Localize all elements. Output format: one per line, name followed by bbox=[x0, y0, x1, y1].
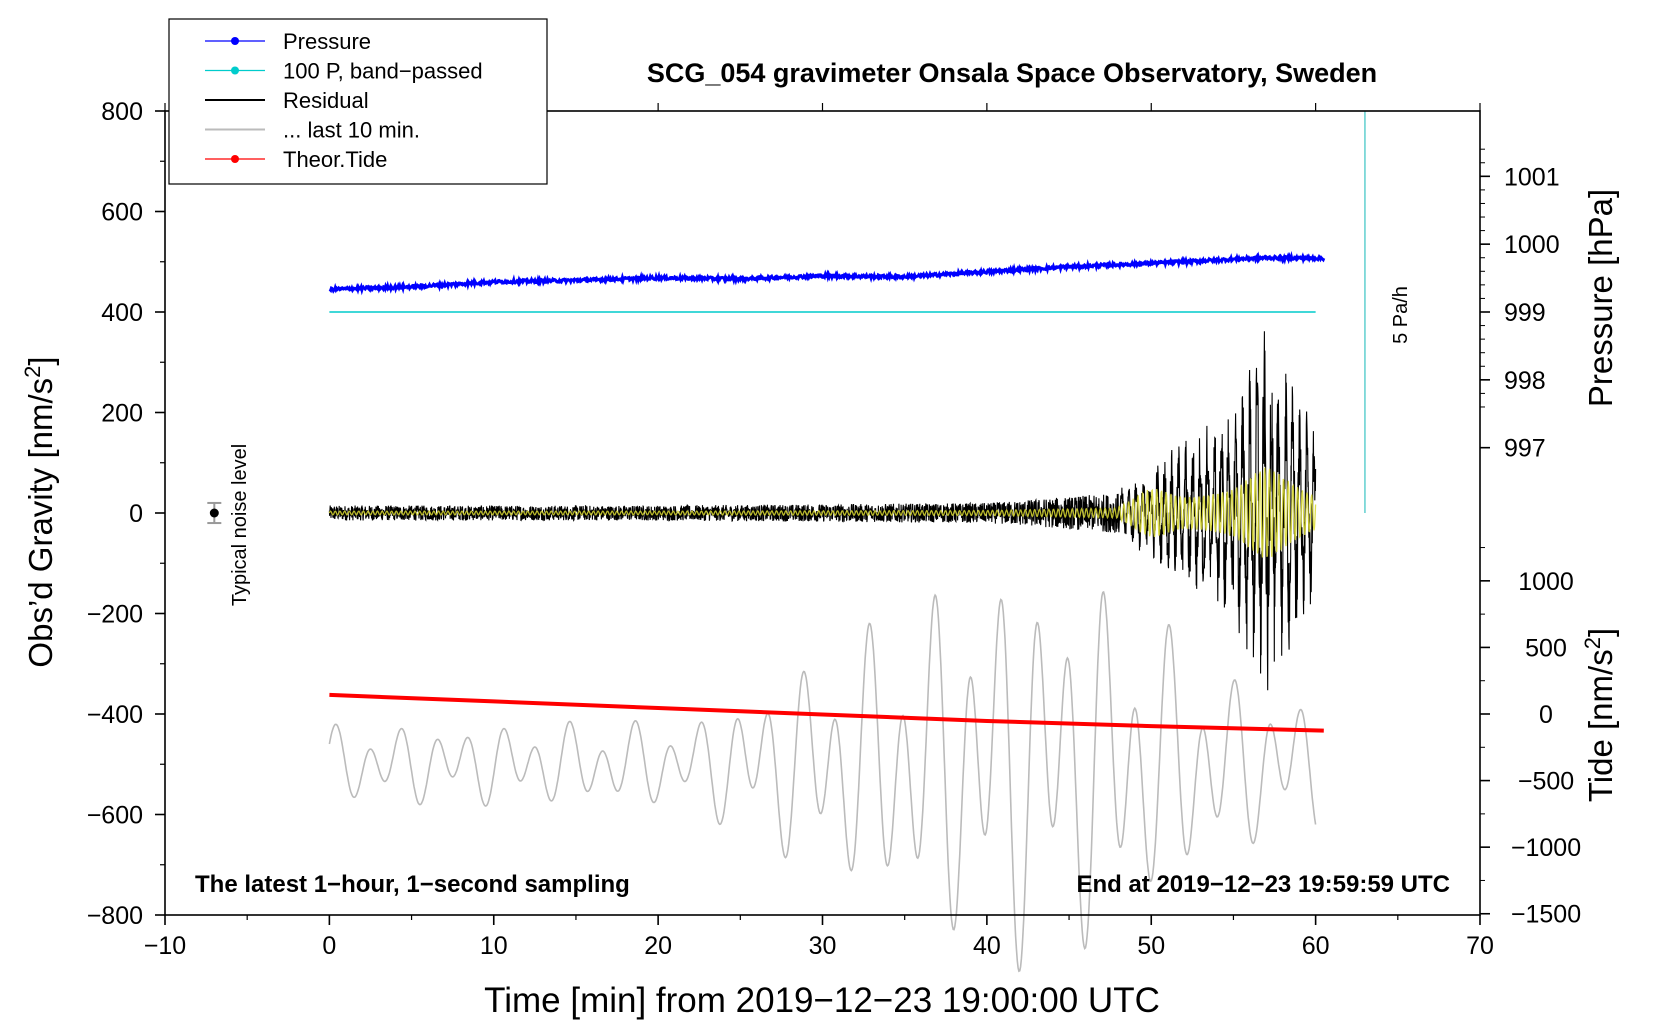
x-tick-label: 60 bbox=[1302, 932, 1330, 960]
pressure-tick-label: 997 bbox=[1504, 435, 1546, 463]
legend-label-2: Residual bbox=[283, 88, 369, 113]
residual-smoothed-series bbox=[328, 467, 1317, 558]
legend-label-1: 100 P, band−passed bbox=[283, 59, 483, 84]
y-tick-label: −400 bbox=[87, 701, 143, 729]
legend-marker-4 bbox=[231, 155, 239, 163]
legend-label-4: Theor.Tide bbox=[283, 147, 387, 172]
pressure-tick-label: 999 bbox=[1504, 299, 1546, 327]
legend-marker-0 bbox=[231, 37, 239, 45]
x-tick-label: 30 bbox=[809, 932, 837, 960]
noise-level-label: Typical noise level bbox=[229, 444, 251, 606]
pressure-tick-label: 998 bbox=[1504, 367, 1546, 395]
tide-tick-label: 0 bbox=[1539, 701, 1553, 729]
x-tick-label: 0 bbox=[322, 932, 336, 960]
pressure-tick-label: 1001 bbox=[1504, 163, 1560, 191]
x-tick-label: 70 bbox=[1466, 932, 1494, 960]
end-time-annotation: End at 2019−12−23 19:59:59 UTC bbox=[1076, 871, 1450, 898]
sampling-annotation: The latest 1−hour, 1−second sampling bbox=[195, 871, 630, 898]
tide-series bbox=[329, 692, 1324, 733]
y-axis-label: Obs’d Gravity [nm/s2] bbox=[20, 356, 59, 667]
pressure-tick-label: 1000 bbox=[1504, 231, 1560, 259]
y-tick-label: −800 bbox=[87, 902, 143, 930]
y-tick-label: 800 bbox=[101, 98, 143, 126]
y-tick-label: 600 bbox=[101, 199, 143, 227]
legend-marker-1 bbox=[231, 66, 239, 75]
legend-label-0: Pressure bbox=[283, 29, 371, 54]
y-tick-label: 400 bbox=[101, 299, 143, 327]
y-tick-label: 200 bbox=[101, 400, 143, 428]
tide-tick-label: −500 bbox=[1518, 768, 1574, 796]
legend-label-3: ... last 10 min. bbox=[283, 118, 420, 143]
tide-tick-label: 500 bbox=[1525, 634, 1567, 662]
x-tick-label: 50 bbox=[1137, 932, 1165, 960]
x-tick-label: −10 bbox=[144, 932, 186, 960]
y-tick-label: 0 bbox=[129, 500, 143, 528]
pressure-axis-label: Pressure [hPa] bbox=[1582, 189, 1619, 407]
legend: Pressure 100 P, band−passed Residual ... la… bbox=[168, 18, 548, 185]
y-tick-label: −200 bbox=[87, 601, 143, 629]
pressure-series bbox=[328, 250, 1326, 296]
last-10min-series bbox=[328, 590, 1317, 973]
tide-tick-label: 1000 bbox=[1518, 568, 1574, 596]
y-tick-label: −600 bbox=[87, 802, 143, 830]
noise-point bbox=[209, 508, 219, 518]
x-tick-label: 10 bbox=[480, 932, 508, 960]
x-tick-label: 20 bbox=[644, 932, 672, 960]
chart-title: SCG_054 gravimeter Onsala Space Observat… bbox=[647, 58, 1377, 88]
x-tick-label: 40 bbox=[973, 932, 1001, 960]
tide-tick-label: −1000 bbox=[1511, 834, 1581, 862]
tide-axis-label: Tide [nm/s2] bbox=[1580, 628, 1619, 802]
scale-bar-label: 5 Pa/h bbox=[1390, 286, 1412, 344]
x-axis-label: Time [min] from 2019−12−23 19:00:00 UTC bbox=[484, 981, 1160, 1020]
tide-tick-label: −1500 bbox=[1511, 901, 1581, 929]
